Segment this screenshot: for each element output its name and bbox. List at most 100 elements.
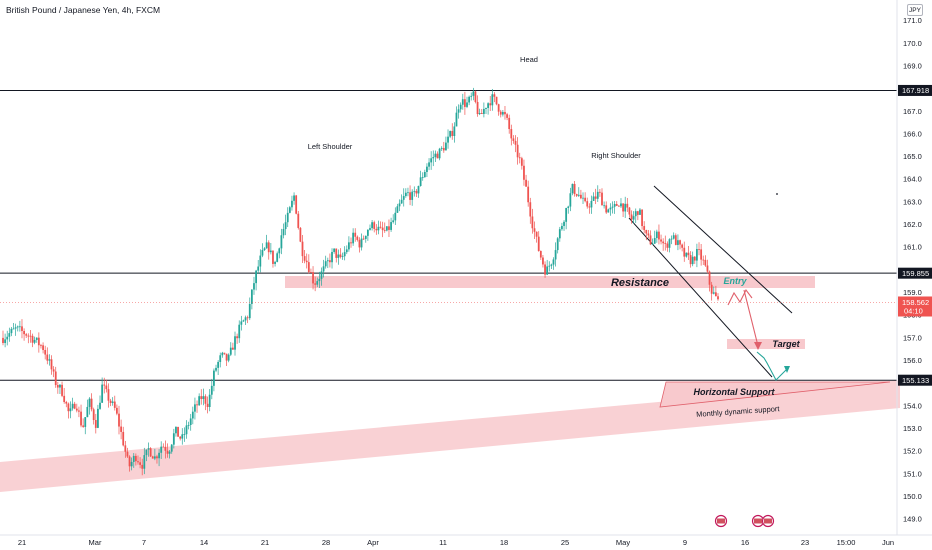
channel-upper-line: [653, 185, 793, 314]
event-icon-gb-1[interactable]: [714, 514, 728, 528]
chart-title: British Pound / Japanese Yen, 4h, FXCM: [6, 5, 161, 15]
candle-body: [447, 136, 449, 143]
candle-body: [307, 262, 310, 273]
candle-body: [523, 165, 525, 180]
candle-body: [164, 446, 167, 451]
candle-body: [23, 330, 25, 335]
candle-body: [318, 278, 321, 282]
candle-body: [88, 398, 91, 407]
candle-body: [472, 91, 475, 96]
candle-body: [411, 191, 414, 200]
candle-body: [584, 197, 587, 202]
price-tag-bg: [898, 374, 932, 386]
target-zone: [727, 339, 805, 349]
candle-body: [259, 255, 262, 267]
horizontal-lines: [0, 89, 897, 381]
candle-body: [166, 450, 169, 454]
price-tick-label: 156.0: [903, 356, 922, 365]
candle-body: [109, 400, 112, 403]
candle-body: [501, 111, 504, 115]
candle-body: [421, 177, 424, 178]
candle-body: [168, 451, 171, 454]
candle-body: [527, 186, 530, 203]
candle-body: [101, 384, 104, 403]
candle-body: [170, 444, 173, 452]
candle-body: [6, 336, 9, 340]
price-tick-label: 149.0: [903, 515, 922, 524]
candle-body: [569, 193, 572, 207]
candle-body: [305, 260, 308, 263]
candle-body: [200, 396, 203, 400]
candle-body: [542, 257, 544, 265]
marker-dot: [776, 193, 778, 195]
candle-body: [208, 394, 211, 407]
candle-body: [516, 144, 519, 158]
candle-body: [601, 192, 603, 206]
price-tag-label: 155.133: [902, 376, 929, 385]
candle-body: [162, 446, 165, 448]
candle-body: [390, 222, 392, 230]
candle-body: [54, 371, 57, 386]
candle-body: [35, 337, 38, 340]
projection-arrow-head: [754, 342, 762, 350]
candle-body: [379, 226, 382, 228]
candle-body: [491, 94, 494, 106]
candle-body: [111, 401, 114, 403]
candle-body: [312, 272, 314, 284]
dynamic-support-band: [0, 380, 900, 492]
candle-body: [132, 455, 135, 462]
time-tick-label: 14: [200, 538, 208, 547]
candle-body: [14, 327, 17, 329]
candle-body: [552, 259, 555, 265]
candle-body: [681, 244, 684, 248]
candle-body: [510, 129, 513, 139]
time-tick-label: May: [616, 538, 630, 547]
candle-body: [341, 256, 344, 258]
candle-body: [385, 226, 388, 231]
candle-body: [466, 102, 468, 107]
candle-body: [653, 238, 656, 244]
candle-body: [153, 456, 156, 459]
candle-body: [198, 396, 201, 406]
candle-body: [687, 252, 690, 256]
candle-body: [689, 255, 692, 265]
candle-body: [78, 410, 80, 412]
candle-body: [702, 259, 705, 261]
candle-body: [126, 451, 129, 457]
candle-body: [175, 426, 177, 434]
candle-body: [248, 303, 251, 319]
price-tick-label: 157.0: [903, 333, 922, 342]
candle-body: [563, 221, 565, 226]
candle-body: [42, 345, 44, 351]
candle-body: [293, 195, 295, 201]
candle-body: [586, 201, 589, 207]
candle-body: [664, 243, 667, 245]
candle-body: [194, 404, 196, 412]
event-icon-gb-3[interactable]: [761, 514, 775, 528]
candle-body: [660, 239, 662, 242]
candle-body: [147, 448, 150, 450]
candle-body: [187, 425, 190, 426]
price-tick-label: 163.0: [903, 197, 922, 206]
price-tick-label: 154.0: [903, 401, 922, 410]
candle-body: [46, 354, 49, 361]
candle-body: [52, 369, 55, 372]
time-axis[interactable]: 21 Mar 7 14 21 28 Apr 11 18 25 May 9 16 23 15:00 Jun: [18, 538, 894, 547]
price-tick-label: 161.0: [903, 243, 922, 252]
candle-body: [373, 222, 376, 229]
candle-body: [432, 157, 435, 159]
candle-body: [592, 196, 595, 201]
candle-body: [506, 114, 508, 118]
event-icon-gb-2[interactable]: [751, 514, 765, 528]
candle-body: [603, 205, 606, 207]
price-tick-label: 165.0: [903, 152, 922, 161]
candle-body: [620, 203, 622, 207]
currency-badge[interactable]: JPY: [907, 4, 923, 16]
candle-body: [704, 259, 707, 266]
candle-body: [335, 248, 338, 258]
candle-body: [261, 250, 264, 256]
candle-body: [575, 194, 578, 196]
candle-body: [145, 449, 148, 456]
